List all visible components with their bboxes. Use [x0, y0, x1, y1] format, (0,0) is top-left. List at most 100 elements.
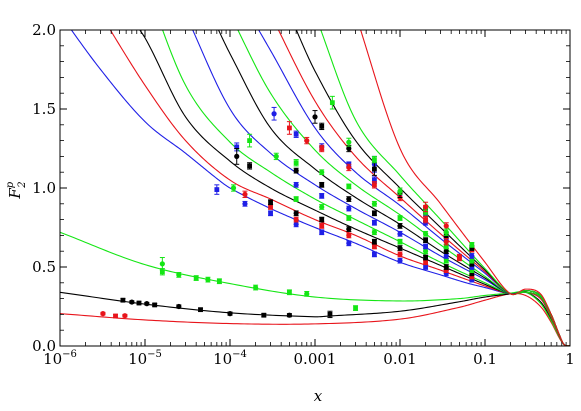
data-point	[397, 239, 403, 245]
data-point	[372, 244, 377, 249]
data-point	[469, 274, 475, 279]
data-point	[247, 163, 252, 169]
data-point	[129, 299, 135, 305]
data-point	[100, 311, 106, 317]
data-point	[422, 248, 429, 254]
data-point	[372, 239, 377, 245]
data-point	[346, 232, 352, 238]
data-point	[443, 258, 449, 264]
data-point	[242, 191, 248, 197]
data-point	[214, 187, 220, 192]
data-point	[319, 123, 325, 129]
y-axis-label: Fp2	[5, 181, 28, 199]
data-point	[268, 199, 273, 205]
data-point	[346, 139, 352, 145]
y-axis-label-sub: 2	[17, 181, 28, 188]
data-point	[193, 275, 199, 281]
data-point	[176, 303, 182, 310]
data-point	[423, 255, 428, 260]
data-point	[372, 210, 377, 216]
svg-text:Fp2: Fp2	[5, 181, 28, 199]
data-point	[397, 231, 403, 237]
data-point	[205, 277, 211, 283]
data-point	[159, 261, 165, 267]
data-point	[397, 251, 403, 257]
data-points	[100, 95, 475, 319]
data-point	[397, 258, 403, 264]
data-point	[293, 160, 299, 166]
data-point	[443, 244, 449, 249]
data-point	[293, 182, 299, 188]
data-point	[198, 307, 203, 313]
data-point	[372, 251, 377, 257]
y-axis-label-sup: p	[5, 181, 16, 188]
data-point	[319, 217, 325, 222]
x-tick-label: 10−4	[213, 349, 247, 368]
data-point	[397, 223, 403, 229]
data-point	[216, 278, 222, 284]
data-point	[144, 301, 150, 307]
x-tick-label: 10−5	[128, 349, 162, 368]
data-point	[346, 164, 352, 171]
data-point	[346, 184, 352, 189]
data-point	[443, 239, 449, 245]
y-axis: 0.0 0.5 1.0 1.5 2.0	[32, 21, 570, 355]
data-point	[234, 144, 240, 150]
data-point	[469, 258, 475, 264]
data-point	[346, 226, 352, 232]
data-point	[372, 177, 377, 183]
data-point	[422, 204, 429, 210]
data-point	[136, 300, 142, 306]
data-point	[319, 204, 325, 210]
data-point	[443, 264, 449, 270]
data-point	[346, 196, 352, 202]
data-point	[397, 215, 403, 221]
data-point	[397, 245, 403, 251]
data-point	[176, 272, 182, 278]
x-tick-label: 10−6	[43, 349, 77, 368]
curve-14	[360, 30, 570, 346]
data-point	[120, 297, 126, 303]
data-point	[268, 204, 273, 210]
data-point	[293, 210, 299, 216]
data-point	[268, 210, 273, 216]
data-point	[319, 223, 325, 229]
data-point	[271, 111, 277, 117]
data-point	[287, 125, 292, 131]
data-point	[287, 289, 292, 295]
data-point	[372, 182, 377, 188]
x-tick-label: 1	[565, 350, 575, 368]
y-tick-label: 1.0	[32, 179, 56, 197]
y-tick-label: 0.5	[32, 258, 56, 276]
model-curves	[60, 30, 570, 346]
data-point	[293, 168, 299, 174]
x-axis: 10−6 10−5 10−4 0.001 0.01 0.1 1	[43, 30, 575, 368]
data-point	[371, 229, 378, 235]
x-tick-label: 0.1	[473, 350, 497, 368]
data-point	[423, 217, 428, 222]
data-point	[261, 312, 267, 318]
data-point	[319, 146, 325, 151]
y-tick-label: 0.0	[32, 337, 56, 355]
data-point	[423, 237, 428, 243]
data-point	[469, 253, 475, 259]
data-point	[227, 311, 233, 317]
data-point	[304, 291, 310, 297]
data-point	[423, 259, 428, 265]
y-tick-label: 1.5	[32, 100, 56, 118]
data-point	[304, 138, 310, 144]
data-point	[312, 114, 318, 120]
data-point	[372, 157, 377, 162]
data-point	[469, 261, 475, 267]
data-point	[247, 138, 252, 143]
data-point	[372, 220, 377, 226]
data-point	[353, 305, 358, 311]
data-point	[397, 188, 403, 194]
y-tick-label: 2.0	[32, 21, 56, 39]
data-point	[286, 312, 293, 318]
data-point	[319, 169, 325, 175]
data-point	[457, 255, 462, 260]
data-point	[293, 131, 299, 137]
data-point	[469, 245, 475, 251]
